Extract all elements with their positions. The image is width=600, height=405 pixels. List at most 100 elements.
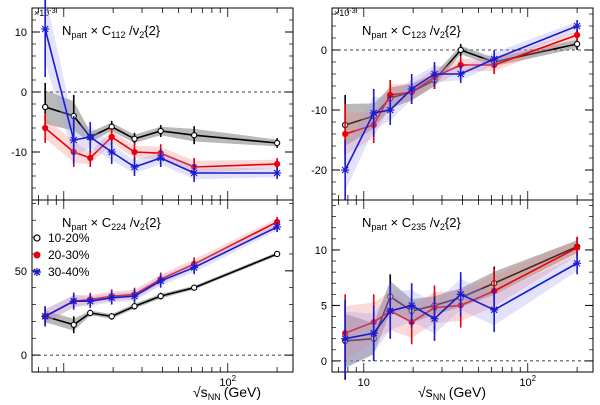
series-line	[345, 245, 578, 342]
data-point	[386, 306, 395, 315]
star-stroke	[157, 154, 165, 162]
star-stroke	[573, 259, 581, 267]
legend-marker-open-circle	[33, 234, 41, 242]
star-stroke	[341, 335, 349, 343]
panel-title-part: 235	[411, 222, 426, 232]
x-axis-sqrt-s: √s	[418, 384, 433, 400]
data-point	[191, 132, 198, 139]
data-point	[456, 290, 465, 299]
panel-title-part: {2}	[445, 23, 462, 38]
panel-title-part: /v	[426, 215, 440, 230]
systematic-band	[345, 21, 578, 191]
data-point	[274, 160, 281, 168]
x-tick-exponent: 2	[532, 374, 537, 383]
panel-title: Npart × C224 /v2{2}	[62, 215, 161, 232]
data-point	[573, 40, 581, 48]
data-point	[42, 103, 49, 111]
data-point	[341, 334, 350, 343]
series-line	[345, 262, 578, 340]
x-axis-label-right: √sNN (GeV)	[418, 384, 486, 402]
data-point	[86, 133, 95, 141]
star-stroke	[431, 70, 438, 78]
panel-title: Npart × C235 /v2{2}	[362, 215, 461, 232]
star-stroke	[341, 166, 349, 174]
series-30-40%	[41, 0, 282, 182]
data-point	[574, 244, 581, 251]
data-point	[131, 148, 138, 156]
data-point	[386, 106, 395, 114]
data-point	[430, 70, 439, 78]
star-stroke	[41, 312, 49, 320]
star-stroke	[41, 25, 49, 33]
y-multiplier: ×10-3	[334, 8, 356, 18]
data-point	[407, 301, 416, 310]
legend-label: 30-40%	[48, 265, 90, 279]
data-point	[190, 263, 199, 272]
legend-label: 20-30%	[48, 248, 90, 262]
data-point	[490, 55, 499, 63]
star-stroke	[370, 109, 378, 117]
panel-title-part: part	[371, 222, 387, 232]
y-tick-label: -10	[311, 105, 327, 117]
star-stroke	[190, 264, 198, 271]
star-stroke	[70, 297, 78, 305]
data-point	[341, 166, 350, 174]
x-tick-label: 10	[358, 377, 370, 389]
data-point	[156, 276, 165, 285]
legend-marker-filled-circle	[33, 251, 41, 259]
y-tick-label: 0	[21, 350, 27, 362]
y-tick-label: 10	[315, 245, 327, 257]
star-stroke	[370, 329, 378, 337]
systematic-band	[45, 252, 278, 331]
x-tick-label: 102	[519, 374, 536, 389]
data-point	[273, 169, 282, 177]
panel-title-part: {2}	[145, 215, 162, 230]
data-point	[108, 313, 115, 320]
star-stroke	[108, 148, 116, 156]
data-point	[457, 46, 464, 54]
data-point	[41, 312, 50, 321]
data-point	[130, 163, 139, 171]
panel-title: Npart × C123 /v2{2}	[362, 23, 461, 40]
panel-title-part: 224	[111, 222, 126, 232]
panel-title-part: 2	[440, 30, 445, 40]
y-tick-label: 0	[321, 45, 327, 57]
panel-title-part: {2}	[445, 215, 462, 230]
data-point	[573, 22, 582, 30]
data-point	[573, 259, 582, 268]
panel-title-part: × C	[387, 215, 411, 230]
data-point	[430, 314, 439, 323]
data-point	[87, 154, 94, 162]
legend-label: 10-20%	[48, 231, 90, 245]
star-stroke	[408, 85, 416, 93]
data-point	[69, 136, 78, 144]
panel-title-part: 2	[139, 30, 144, 40]
series-line	[44, 106, 278, 144]
star-stroke	[131, 163, 138, 171]
panel-title-part: 2	[140, 222, 145, 232]
data-point	[86, 297, 95, 306]
panel-title-part: /v	[426, 23, 440, 38]
star-stroke	[431, 315, 438, 323]
panel-title-part: N	[362, 23, 371, 38]
systematic-band	[345, 255, 578, 366]
star-stroke	[408, 301, 416, 309]
panel-title: Npart × C112 /v2{2}	[62, 23, 161, 40]
panel-title-part: part	[371, 30, 387, 40]
panel-title-part: 123	[411, 30, 426, 40]
panel-title-part: N	[62, 215, 71, 230]
series-30-40%	[341, 20, 582, 200]
data-point	[490, 305, 499, 314]
legend-entry-30-40: 30-40%	[33, 265, 90, 279]
data-point	[107, 293, 116, 302]
data-point	[87, 309, 94, 317]
data-point	[107, 148, 116, 156]
series-line	[344, 247, 578, 334]
panel-title-part: {2}	[144, 23, 161, 38]
star-stroke	[457, 290, 465, 298]
panel-title-part: N	[62, 23, 71, 38]
star-stroke	[190, 169, 198, 177]
data-point	[273, 222, 282, 231]
